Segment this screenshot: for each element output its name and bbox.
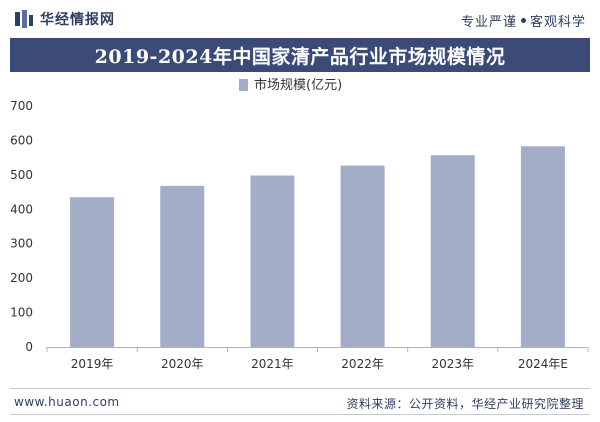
- header: 华经情报网 专业严谨 客观科学: [0, 0, 600, 38]
- x-tick-label: 2020年: [161, 357, 204, 371]
- x-tick-label: 2021年: [251, 357, 294, 371]
- bar-5: [430, 155, 475, 347]
- bar-3: [250, 175, 295, 347]
- bars: [70, 146, 565, 347]
- slogan-left: 专业严谨: [460, 15, 517, 30]
- bar-6: [520, 146, 565, 347]
- x-tick-label: 2019年: [71, 357, 114, 371]
- y-axis: 0 100 200 300 400 500 600 700: [10, 99, 33, 354]
- x-axis: 2019年 2020年 2021年 2022年 2023年 2024年E: [46, 347, 589, 371]
- y-tick-label: 200: [10, 271, 33, 285]
- slogan: 专业严谨 客观科学: [461, 11, 586, 30]
- legend-swatch: [239, 79, 248, 91]
- huaon-logo-icon: [15, 10, 33, 28]
- y-tick-label: 600: [10, 133, 33, 147]
- y-tick-label: 300: [10, 237, 33, 251]
- y-tick-label: 700: [10, 99, 33, 113]
- bar-chart: 市场规模(亿元) 0 100 200 300 400 500 600 700 2019年 202…: [10, 77, 589, 371]
- logo: 华经情报网: [14, 9, 115, 29]
- logo-text: 华经情报网: [40, 12, 115, 28]
- legend-label: 市场规模(亿元): [254, 77, 342, 93]
- x-tick-label: 2024年E: [518, 357, 568, 371]
- y-tick-label: 400: [10, 202, 33, 216]
- y-tick-label: 100: [10, 306, 33, 320]
- legend: 市场规模(亿元): [239, 77, 342, 93]
- x-tick-label: 2023年: [431, 357, 474, 371]
- bar-1: [70, 197, 115, 347]
- footer-divider-bottom: [10, 414, 590, 415]
- bar-2: [160, 185, 205, 347]
- bar-4: [340, 165, 385, 347]
- title-band: 2019-2024年中国家清产品行业市场规模情况: [10, 38, 590, 72]
- chart-title: 2019-2024年中国家清产品行业市场规模情况: [94, 45, 506, 68]
- footer-source: 资料来源：公开资料，华经产业研究院整理: [346, 397, 584, 411]
- footer-website: www.huaon.com: [14, 395, 120, 409]
- slogan-dot-icon: [520, 18, 526, 23]
- x-tick-label: 2022年: [341, 357, 384, 371]
- y-tick-label: 0: [25, 340, 33, 354]
- slogan-right: 客观科学: [529, 15, 586, 30]
- footer-divider: [10, 388, 590, 389]
- chart-area: 市场规模(亿元) 0 100 200 300 400 500 600 700 2019年 202…: [0, 72, 600, 384]
- y-tick-label: 500: [10, 168, 33, 182]
